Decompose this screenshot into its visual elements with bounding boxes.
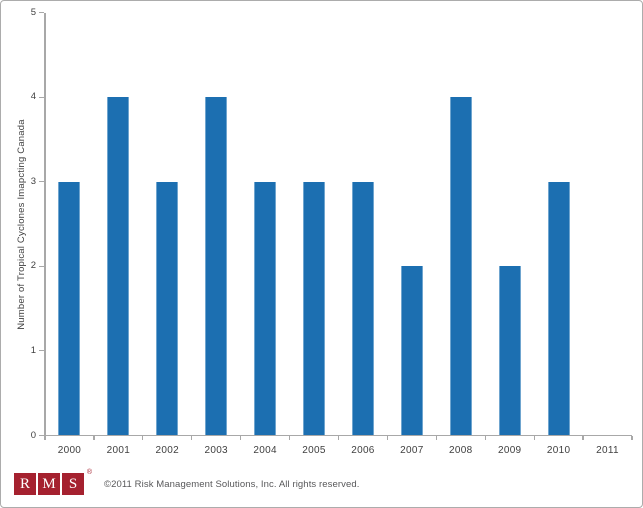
y-tick bbox=[39, 96, 44, 98]
x-tick bbox=[44, 435, 46, 440]
registered-trademark-icon: ® bbox=[86, 469, 92, 476]
x-tick bbox=[93, 435, 95, 440]
x-tick bbox=[484, 435, 486, 440]
x-tick-label: 2011 bbox=[596, 445, 619, 456]
y-tick bbox=[39, 181, 44, 183]
y-tick bbox=[39, 434, 44, 437]
bar bbox=[498, 266, 521, 436]
y-tick bbox=[39, 11, 44, 14]
x-tick-label: 2007 bbox=[400, 445, 424, 456]
x-tick-label: 2010 bbox=[546, 445, 571, 456]
x-tick-label: 2000 bbox=[57, 445, 82, 456]
y-tick bbox=[39, 265, 44, 267]
bar bbox=[156, 181, 179, 436]
x-tick bbox=[142, 435, 144, 440]
x-tick-label: 2009 bbox=[497, 445, 522, 456]
x-tick-label: 2001 bbox=[106, 445, 131, 456]
bar bbox=[547, 181, 570, 436]
x-axis-line bbox=[44, 434, 632, 436]
bar bbox=[107, 97, 130, 436]
y-tick-label: 4 bbox=[30, 91, 36, 103]
bar bbox=[400, 266, 423, 436]
logo-letter-r: R bbox=[14, 473, 36, 495]
y-axis-title: Number of Tropical Cyclones Imapcting Ca… bbox=[16, 119, 27, 330]
y-axis-line bbox=[44, 12, 46, 437]
x-tick bbox=[386, 435, 388, 440]
rms-logo: R M S ® bbox=[14, 469, 92, 495]
x-tick-label: 2004 bbox=[253, 445, 277, 456]
x-tick bbox=[435, 435, 437, 440]
x-tick-label: 2005 bbox=[302, 445, 326, 456]
x-tick bbox=[337, 435, 340, 440]
x-tick-label: 2003 bbox=[204, 445, 228, 456]
bar bbox=[205, 97, 228, 436]
y-tick-label: 0 bbox=[30, 429, 36, 441]
copyright-text: ©2011 Risk Management Solutions, Inc. Al… bbox=[104, 478, 360, 490]
x-tick-label: 2002 bbox=[155, 445, 179, 456]
bar bbox=[351, 181, 374, 436]
y-tick bbox=[39, 350, 44, 352]
x-tick bbox=[288, 435, 291, 440]
x-tick-label: 2008 bbox=[449, 445, 473, 456]
plot-area: 0 1 2 3 4 5 2000 2001 2002 2003 2004 2005 2006 2007 20… bbox=[1, 1, 642, 471]
bar bbox=[449, 97, 472, 436]
bar bbox=[303, 181, 326, 436]
logo-letter-m: M bbox=[38, 473, 60, 495]
y-tick-label: 2 bbox=[30, 260, 36, 272]
footer: R M S ® ©2011 Risk Management Solutions,… bbox=[14, 469, 360, 496]
bar bbox=[58, 181, 81, 436]
y-tick-label: 5 bbox=[30, 6, 36, 18]
x-tick bbox=[533, 435, 535, 440]
y-tick-label: 1 bbox=[30, 344, 36, 356]
bar bbox=[254, 181, 277, 436]
x-tick bbox=[191, 435, 193, 440]
y-tick-label: 3 bbox=[30, 175, 36, 187]
x-tick bbox=[240, 435, 242, 440]
x-tick bbox=[631, 435, 633, 440]
logo-letter-s: S bbox=[62, 473, 84, 495]
x-tick-label: 2006 bbox=[351, 445, 375, 456]
x-tick bbox=[582, 435, 584, 440]
